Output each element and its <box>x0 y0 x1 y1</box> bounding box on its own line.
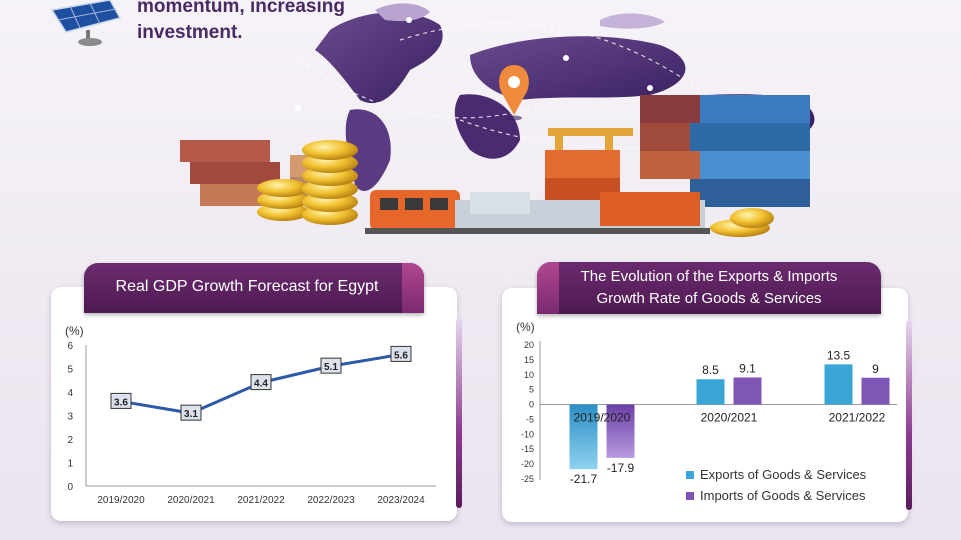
trade-y-tick-label: -10 <box>521 429 534 439</box>
gdp-data-point: 5.1 <box>320 357 342 374</box>
trade-bar-chart: (%) 20 15 10 5 0 -5 -10 -15 -20 -25 -21.7 -17.9 201… <box>516 320 897 486</box>
trade-bar-exports <box>824 364 853 405</box>
gdp-y-tick-label: 2 <box>67 435 73 446</box>
trade-y-tick-label: 0 <box>529 400 534 410</box>
trade-x-tick-label: 2019/2020 <box>574 411 631 425</box>
gdp-data-label: 3.6 <box>114 397 128 408</box>
trade-y-unit-label: (%) <box>516 320 535 334</box>
headline: momentum, increasing investment. <box>137 0 345 46</box>
gdp-y-tick-label: 6 <box>67 341 73 352</box>
gdp-x-tick-label: 2020/2021 <box>167 495 215 506</box>
gdp-x-tick-label: 2022/2023 <box>307 495 355 506</box>
gdp-data-label: 4.4 <box>254 379 268 390</box>
trade-chart-title-line-2: Growth Rate of Goods & Services <box>596 290 822 307</box>
trade-y-tick-label: -25 <box>521 474 534 484</box>
gdp-x-tick-label: 2023/2024 <box>377 495 425 506</box>
gdp-data-label-box <box>180 404 202 421</box>
gdp-y-tick-label: 5 <box>67 365 73 376</box>
train-icon <box>365 190 710 234</box>
trade-bar-data-label: 9 <box>872 362 879 376</box>
gdp-y-unit-label: (%) <box>65 324 84 338</box>
trade-bar-data-label: 9.1 <box>739 361 756 375</box>
gdp-y-tick-label: 3 <box>67 412 73 423</box>
trade-x-tick-label: 2020/2021 <box>701 411 758 425</box>
gdp-data-label-box <box>320 357 342 374</box>
trade-bar-data-label: -21.7 <box>570 472 598 486</box>
gdp-data-point: 3.6 <box>110 392 132 409</box>
trade-bar-exports <box>569 404 598 470</box>
legend-item-imports: Imports of Goods & Services <box>686 485 866 506</box>
gdp-x-tick-label: 2019/2020 <box>97 495 145 506</box>
trade-chart-title-line-1: The Evolution of the Exports & Imports <box>580 268 838 285</box>
trade-y-tick-label: 10 <box>524 370 534 380</box>
legend-label-imports: Imports of Goods & Services <box>700 488 866 503</box>
gdp-data-label-box <box>110 392 132 409</box>
gdp-chart-title: Real GDP Growth Forecast for Egypt <box>84 263 424 313</box>
legend-swatch-imports <box>686 491 694 500</box>
gdp-x-tick-label: 2021/2022 <box>237 495 285 506</box>
legend-swatch-exports <box>686 470 694 479</box>
trade-bar-data-label: 13.5 <box>827 348 851 362</box>
containers-right-icon <box>640 95 810 207</box>
legend-item-exports: Exports of Goods & Services <box>686 464 866 485</box>
gdp-y-tick-label: 4 <box>67 388 73 399</box>
headline-line-2: investment. <box>137 22 243 43</box>
gdp-data-label: 3.1 <box>184 409 198 420</box>
gdp-card-accent-bar <box>456 318 462 508</box>
gdp-chart-title-text: Real GDP Growth Forecast for Egypt <box>115 278 379 295</box>
trade-y-tick-label: 15 <box>524 355 534 365</box>
gdp-data-label: 5.1 <box>324 362 338 373</box>
trade-x-tick-label: 2021/2022 <box>829 411 886 425</box>
gdp-line-chart: (%) 0 1 2 3 4 5 6 2019/2020 2020/2021 2021/2022 2… <box>65 324 436 506</box>
headline-line-1: momentum, increasing <box>137 0 345 17</box>
gdp-y-tick-label: 1 <box>67 459 73 470</box>
trade-y-tick-label: -5 <box>526 414 534 424</box>
gdp-data-label-box <box>390 345 412 362</box>
gdp-y-tick-label: 0 <box>67 482 73 493</box>
trade-bar-imports <box>861 377 890 405</box>
gdp-data-point: 3.1 <box>180 404 202 421</box>
location-pin-icon <box>499 65 529 121</box>
solar-panel-icon <box>50 0 122 46</box>
trade-y-tick-label: -15 <box>521 444 534 454</box>
trade-y-tick-label: -20 <box>521 459 534 469</box>
trade-card-accent-bar <box>906 320 912 510</box>
trade-y-tick-label: 20 <box>524 340 534 350</box>
trade-chart-title: The Evolution of the Exports & Imports G… <box>537 262 881 314</box>
gdp-data-label-box <box>250 374 272 391</box>
trade-bar-imports <box>606 404 635 458</box>
coin-stacks-icon <box>257 140 774 237</box>
legend-label-exports: Exports of Goods & Services <box>700 467 867 482</box>
gdp-data-point: 5.6 <box>390 345 412 362</box>
trade-y-tick-label: 5 <box>529 385 534 395</box>
trade-bar-imports <box>733 377 762 405</box>
trade-bar-data-label: 8.5 <box>702 363 719 377</box>
trade-bar-exports <box>696 379 725 405</box>
hero-illustration <box>50 0 815 237</box>
trade-legend: Exports of Goods & Services Imports of G… <box>686 464 866 506</box>
gdp-data-label: 5.6 <box>394 350 408 361</box>
gdp-data-point: 4.4 <box>250 374 272 391</box>
trade-bar-data-label: -17.9 <box>607 461 635 475</box>
